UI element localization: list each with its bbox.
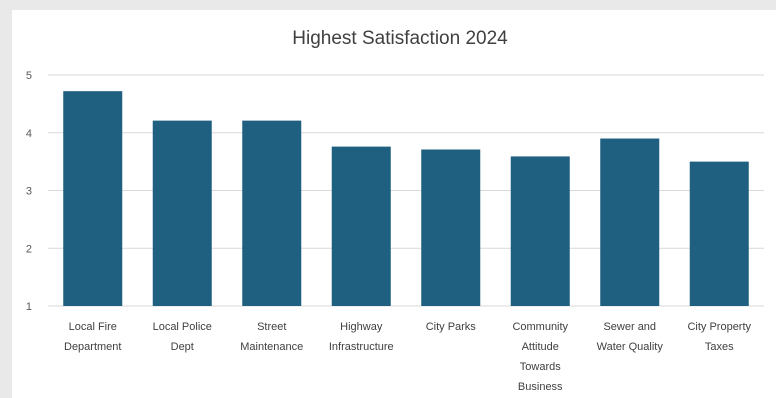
bar bbox=[242, 120, 302, 306]
x-category-label: Street Maintenance bbox=[240, 321, 303, 353]
bar-chart: Highest Satisfaction 2024 1 2 3 4 5 Local Fi… bbox=[26, 28, 764, 393]
chart-title: Highest Satisfaction 2024 bbox=[292, 28, 508, 49]
x-category-label: Local Police Dept bbox=[153, 321, 212, 353]
y-tick-label: 1 bbox=[26, 301, 32, 313]
bar bbox=[152, 120, 212, 306]
bar bbox=[510, 156, 570, 306]
bars bbox=[63, 91, 749, 306]
x-category-label: City Property Taxes bbox=[687, 321, 751, 353]
bar bbox=[331, 146, 391, 306]
x-category-label: Community Attitude Towards Business bbox=[512, 321, 568, 393]
y-tick-label: 5 bbox=[26, 70, 32, 82]
y-tick-label: 2 bbox=[26, 243, 32, 255]
x-category-label: Local Fire Department bbox=[64, 321, 121, 353]
bar bbox=[63, 91, 123, 306]
x-category-label: City Parks bbox=[426, 321, 477, 333]
chart-card: Highest Satisfaction 2024 1 2 3 4 5 Local Fi… bbox=[12, 10, 776, 398]
y-tick-label: 3 bbox=[26, 186, 32, 198]
x-axis-category-labels: Local Fire Department Local Police Dept Stre… bbox=[64, 321, 752, 393]
x-category-label: Sewer and Water Quality bbox=[597, 321, 664, 353]
bar bbox=[600, 138, 660, 306]
bar bbox=[421, 149, 481, 306]
y-tick-label: 4 bbox=[26, 128, 32, 140]
bar bbox=[689, 161, 749, 306]
y-axis-tick-labels: 1 2 3 4 5 bbox=[26, 70, 32, 313]
x-category-label: Highway Infrastructure bbox=[329, 321, 394, 353]
